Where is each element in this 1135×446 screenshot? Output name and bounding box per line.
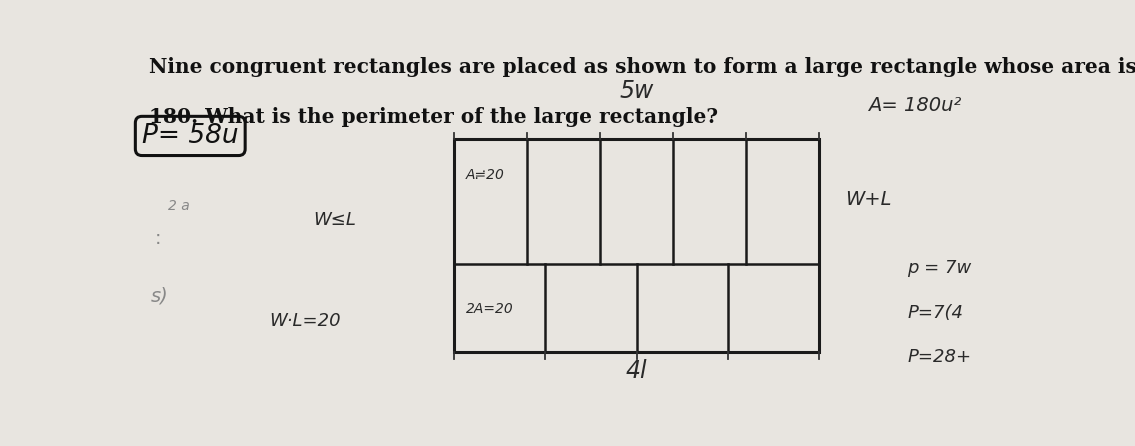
Text: p = 7w: p = 7w xyxy=(907,259,972,277)
Bar xyxy=(454,139,819,352)
Text: :: : xyxy=(155,229,161,248)
Text: P=28+: P=28+ xyxy=(907,348,972,367)
Text: 5w: 5w xyxy=(619,79,654,103)
Text: P= 58u: P= 58u xyxy=(142,123,238,149)
Text: A≓20: A≓20 xyxy=(465,169,504,182)
Text: 180. What is the perimeter of the large rectangle?: 180. What is the perimeter of the large … xyxy=(149,107,718,127)
Text: W≤L: W≤L xyxy=(313,211,356,229)
Text: W+L: W+L xyxy=(846,190,892,209)
Text: s): s) xyxy=(151,286,168,305)
Text: A= 180u²: A= 180u² xyxy=(867,96,961,116)
Text: W·L=20: W·L=20 xyxy=(269,312,340,330)
Text: 4l: 4l xyxy=(625,359,647,383)
Text: 2 a: 2 a xyxy=(168,199,190,213)
Text: Nine congruent rectangles are placed as shown to form a large rectangle whose ar: Nine congruent rectangles are placed as … xyxy=(149,57,1135,77)
Text: 2A=20: 2A=20 xyxy=(465,302,513,316)
Text: P=7(4: P=7(4 xyxy=(907,304,964,322)
